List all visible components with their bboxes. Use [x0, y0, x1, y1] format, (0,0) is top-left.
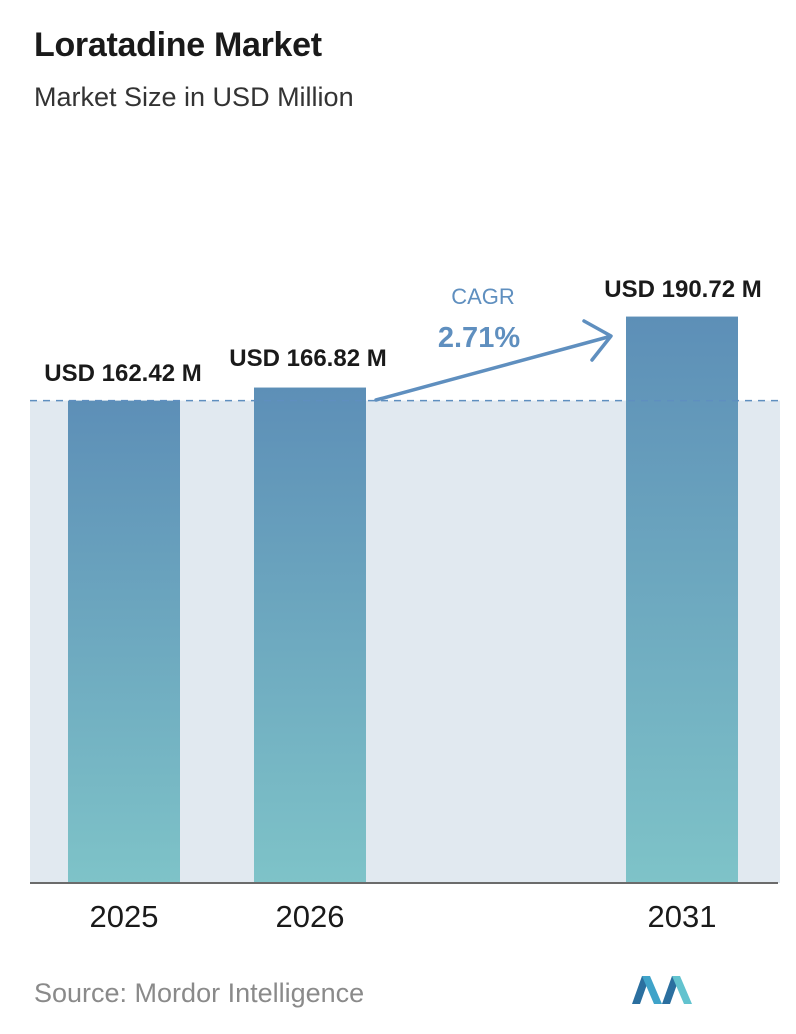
cagr-arrow-line [374, 335, 610, 402]
cagr-arrow-head [582, 319, 613, 362]
chart-subtitle: Market Size in USD Million [34, 82, 354, 112]
bar-2025 [68, 400, 180, 883]
cagr-value: 2.71% [438, 322, 520, 354]
value-label-2031: USD 190.72 M [604, 276, 761, 303]
bar-2026 [254, 387, 366, 883]
x-tick-label-2026: 2026 [276, 899, 345, 934]
source-note: Source: Mordor Intelligence [34, 978, 365, 1008]
cagr-label: CAGR [451, 284, 515, 309]
x-tick-label-2031: 2031 [648, 899, 717, 934]
x-tick-label-2025: 2025 [90, 899, 159, 934]
value-label-2026: USD 166.82 M [229, 345, 386, 372]
mordor-intelligence-logo [632, 976, 692, 1004]
value-label-2025: USD 162.42 M [44, 360, 201, 387]
bar-chart: USD 162.42 M USD 166.82 M USD 190.72 M 2025… [30, 276, 780, 934]
chart-title: Loratadine Market [34, 26, 322, 64]
bar-2031 [626, 316, 738, 883]
